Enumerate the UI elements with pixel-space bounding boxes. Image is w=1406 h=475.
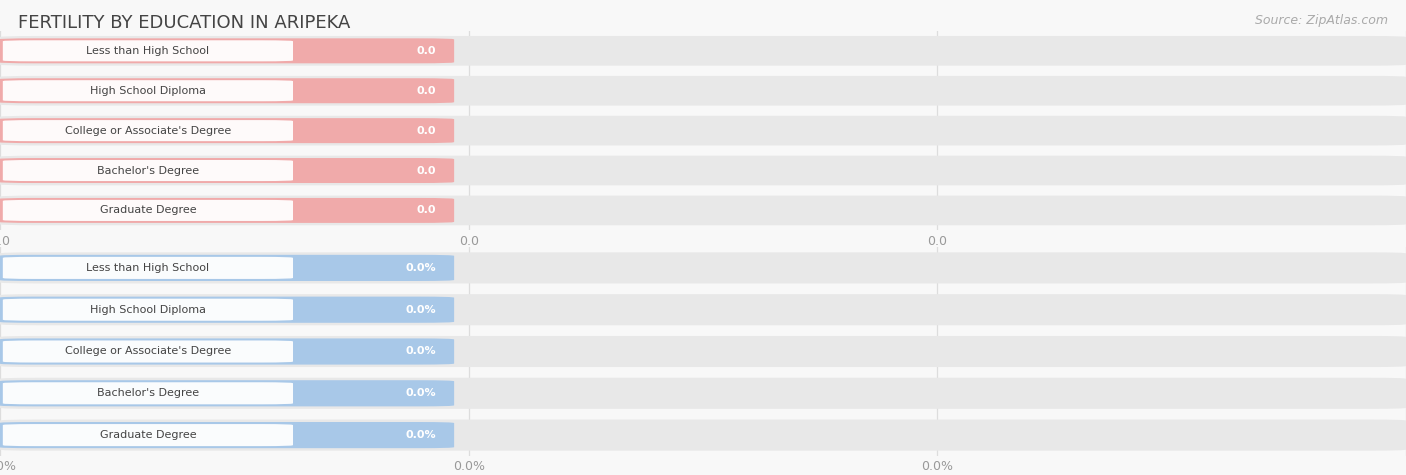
FancyBboxPatch shape	[3, 200, 292, 221]
Text: FERTILITY BY EDUCATION IN ARIPEKA: FERTILITY BY EDUCATION IN ARIPEKA	[18, 14, 350, 32]
Text: 0.0: 0.0	[416, 125, 436, 136]
FancyBboxPatch shape	[0, 118, 454, 143]
FancyBboxPatch shape	[0, 38, 454, 63]
Text: 0.0: 0.0	[416, 165, 436, 176]
FancyBboxPatch shape	[0, 116, 1406, 145]
Text: Source: ZipAtlas.com: Source: ZipAtlas.com	[1254, 14, 1388, 27]
FancyBboxPatch shape	[3, 257, 292, 279]
FancyBboxPatch shape	[3, 40, 292, 61]
FancyBboxPatch shape	[0, 380, 454, 407]
FancyBboxPatch shape	[0, 378, 1406, 409]
FancyBboxPatch shape	[0, 198, 454, 223]
FancyBboxPatch shape	[0, 255, 454, 281]
Text: College or Associate's Degree: College or Associate's Degree	[65, 346, 231, 357]
FancyBboxPatch shape	[0, 156, 1406, 185]
Text: 0.0%: 0.0%	[405, 388, 436, 399]
Text: 0.0%: 0.0%	[405, 263, 436, 273]
Text: Less than High School: Less than High School	[86, 263, 209, 273]
Text: Less than High School: Less than High School	[86, 46, 209, 56]
FancyBboxPatch shape	[0, 196, 1406, 225]
FancyBboxPatch shape	[0, 252, 1406, 284]
FancyBboxPatch shape	[0, 36, 1406, 66]
Text: 0.0: 0.0	[416, 205, 436, 216]
FancyBboxPatch shape	[3, 424, 292, 446]
Text: Bachelor's Degree: Bachelor's Degree	[97, 388, 200, 399]
Text: 0.0: 0.0	[416, 46, 436, 56]
FancyBboxPatch shape	[0, 336, 1406, 367]
FancyBboxPatch shape	[0, 78, 454, 103]
FancyBboxPatch shape	[0, 296, 454, 323]
FancyBboxPatch shape	[0, 76, 1406, 105]
Text: Graduate Degree: Graduate Degree	[100, 430, 197, 440]
FancyBboxPatch shape	[0, 338, 454, 365]
FancyBboxPatch shape	[0, 419, 1406, 451]
Text: Bachelor's Degree: Bachelor's Degree	[97, 165, 200, 176]
FancyBboxPatch shape	[3, 160, 292, 181]
FancyBboxPatch shape	[3, 80, 292, 101]
FancyBboxPatch shape	[0, 422, 454, 448]
FancyBboxPatch shape	[0, 158, 454, 183]
FancyBboxPatch shape	[0, 294, 1406, 325]
Text: College or Associate's Degree: College or Associate's Degree	[65, 125, 231, 136]
Text: High School Diploma: High School Diploma	[90, 86, 205, 96]
Text: 0.0%: 0.0%	[405, 430, 436, 440]
FancyBboxPatch shape	[3, 341, 292, 362]
Text: High School Diploma: High School Diploma	[90, 304, 205, 315]
Text: 0.0: 0.0	[416, 86, 436, 96]
Text: 0.0%: 0.0%	[405, 304, 436, 315]
Text: Graduate Degree: Graduate Degree	[100, 205, 197, 216]
FancyBboxPatch shape	[3, 299, 292, 321]
Text: 0.0%: 0.0%	[405, 346, 436, 357]
FancyBboxPatch shape	[3, 382, 292, 404]
FancyBboxPatch shape	[3, 120, 292, 141]
